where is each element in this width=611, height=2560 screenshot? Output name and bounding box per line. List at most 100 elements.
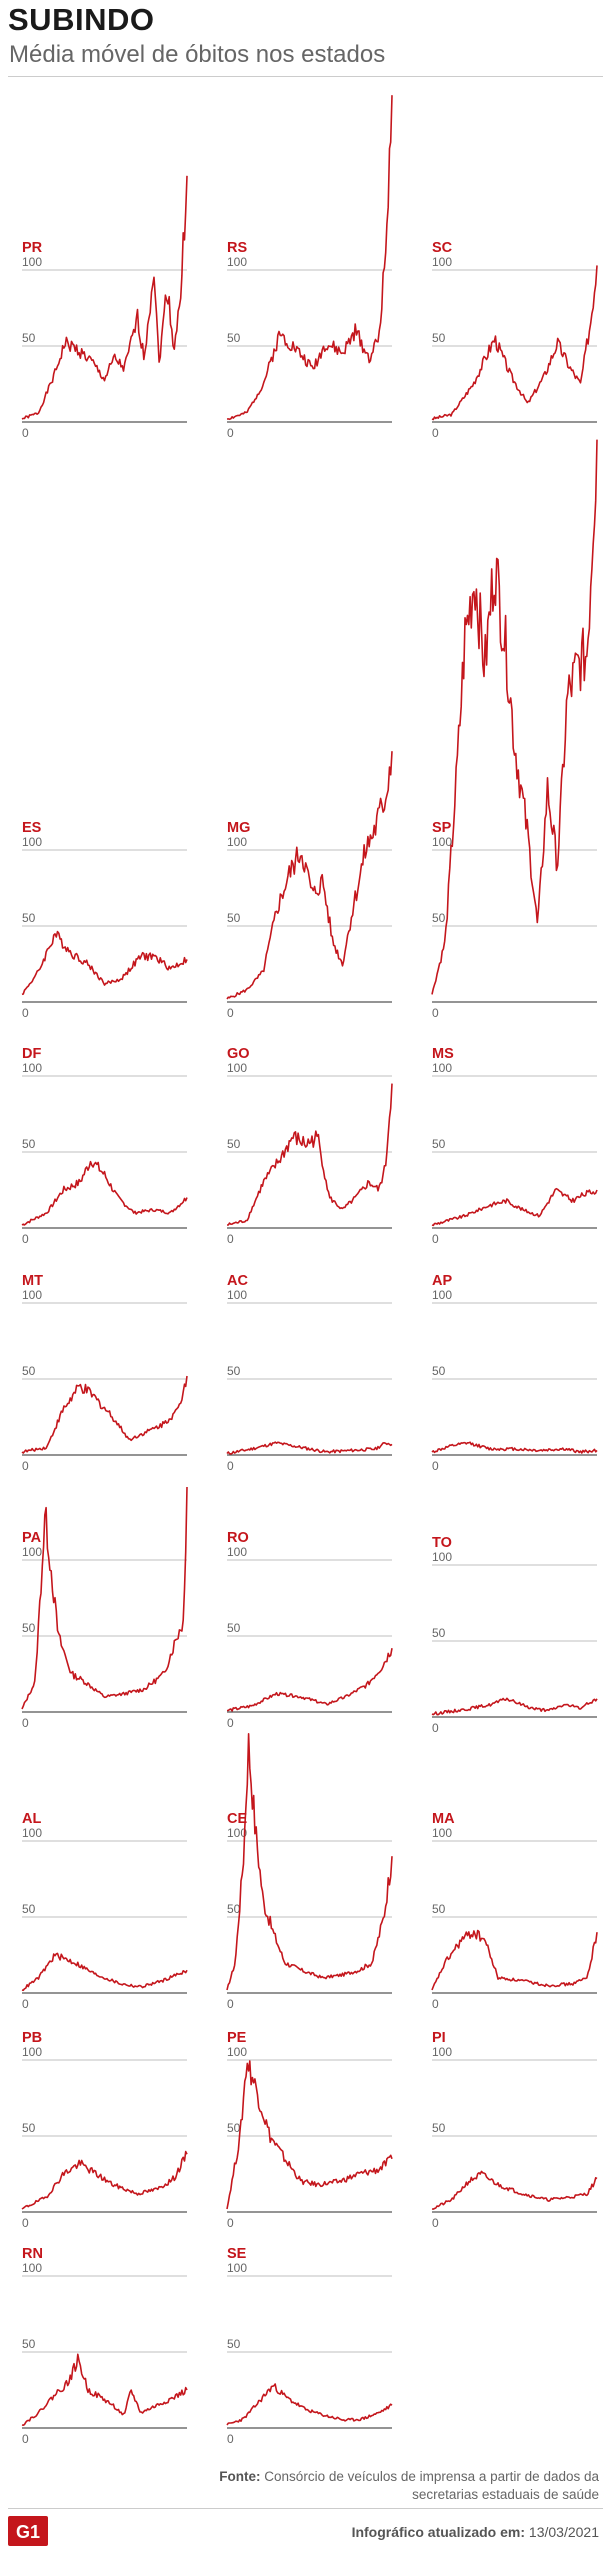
state-label-ce: CE <box>227 1811 247 1827</box>
tick-label-ce-0: 0 <box>227 1997 234 2011</box>
state-label-pb: PB <box>22 2030 42 2046</box>
tick-label-ro-0: 0 <box>227 1716 234 1730</box>
series-line-ap <box>431 1441 598 1454</box>
series-line-rs <box>226 95 393 421</box>
tick-label-ac-100: 100 <box>227 1288 247 1302</box>
tick-label-sp-100: 100 <box>432 835 452 849</box>
tick-label-pb-50: 50 <box>22 2121 36 2135</box>
tick-label-mt-0: 0 <box>22 1459 29 1473</box>
tick-label-pr-100: 100 <box>22 255 42 269</box>
state-label-df: DF <box>22 1046 41 1062</box>
tick-label-rn-100: 100 <box>22 2261 42 2275</box>
tick-label-df-0: 0 <box>22 1232 29 1246</box>
tick-label-pa-50: 50 <box>22 1621 36 1635</box>
tick-label-ms-0: 0 <box>432 1232 439 1246</box>
page-subtitle: Média móvel de óbitos nos estados <box>9 41 386 68</box>
series-line-df <box>21 1160 188 1226</box>
tick-label-df-50: 50 <box>22 1137 36 1151</box>
series-line-al <box>21 1952 188 1992</box>
state-label-pr: PR <box>22 240 43 256</box>
source-label: Fonte: <box>219 2469 261 2484</box>
series-line-go <box>227 1083 393 1226</box>
tick-label-ce-100: 100 <box>227 1826 247 1840</box>
state-label-pa: PA <box>22 1530 42 1546</box>
state-label-sc: SC <box>432 240 453 256</box>
tick-label-pa-0: 0 <box>22 1716 29 1730</box>
tick-label-ap-100: 100 <box>432 1288 452 1302</box>
logo-text: G1 <box>16 2522 40 2542</box>
tick-label-rn-50: 50 <box>22 2337 36 2351</box>
tick-label-go-100: 100 <box>227 1061 247 1075</box>
updated-label: Infográfico atualizado em: <box>351 2524 526 2540</box>
series-line-rn <box>21 2353 188 2426</box>
series-line-pb <box>21 2150 188 2210</box>
series-line-pe <box>226 2060 393 2210</box>
tick-label-sp-0: 0 <box>432 1006 439 1020</box>
state-label-sp: SP <box>432 820 452 836</box>
state-label-ro: RO <box>227 1530 249 1546</box>
tick-label-sc-100: 100 <box>432 255 452 269</box>
series-line-ac <box>226 1441 393 1455</box>
tick-label-to-100: 100 <box>432 1550 452 1564</box>
tick-label-pa-100: 100 <box>22 1545 42 1559</box>
tick-label-al-0: 0 <box>22 1997 29 2011</box>
series-line-to <box>431 1697 598 1716</box>
g1-logo: G1 <box>8 2516 48 2546</box>
tick-label-pe-100: 100 <box>227 2045 247 2059</box>
state-label-es: ES <box>22 820 42 836</box>
series-line-es <box>21 930 188 996</box>
footer-divider <box>8 2508 603 2509</box>
series-line-pa <box>21 1486 188 1710</box>
series-line-ro <box>227 1648 393 1712</box>
state-label-ac: AC <box>227 1273 248 1289</box>
tick-label-sp-50: 50 <box>432 911 446 925</box>
state-label-ap: AP <box>432 1273 452 1289</box>
tick-label-ma-50: 50 <box>432 1902 446 1916</box>
tick-label-ce-50: 50 <box>227 1902 241 1916</box>
tick-label-ms-100: 100 <box>432 1061 452 1075</box>
header-divider <box>8 76 603 77</box>
tick-label-ma-100: 100 <box>432 1826 452 1840</box>
tick-label-ro-50: 50 <box>227 1621 241 1635</box>
tick-label-mg-100: 100 <box>227 835 247 849</box>
updated-note: Infográfico atualizado em: 13/03/2021 <box>352 2524 599 2540</box>
state-label-mg: MG <box>227 820 250 836</box>
tick-label-to-50: 50 <box>432 1626 446 1640</box>
tick-label-ap-0: 0 <box>432 1459 439 1473</box>
tick-label-pe-50: 50 <box>227 2121 241 2135</box>
page-title: SUBINDO <box>8 2 155 37</box>
tick-label-pr-50: 50 <box>22 331 36 345</box>
tick-label-pi-50: 50 <box>432 2121 446 2135</box>
state-label-se: SE <box>227 2246 247 2262</box>
tick-label-sc-0: 0 <box>432 426 439 440</box>
series-line-ms <box>431 1187 598 1227</box>
tick-label-pe-0: 0 <box>227 2216 234 2230</box>
tick-label-es-0: 0 <box>22 1006 29 1020</box>
series-line-mg <box>226 751 393 1000</box>
tick-label-ac-0: 0 <box>227 1459 234 1473</box>
tick-label-se-0: 0 <box>227 2432 234 2446</box>
series-line-se <box>226 2383 393 2426</box>
series-line-sp <box>431 439 598 995</box>
state-label-go: GO <box>227 1046 250 1062</box>
tick-label-pb-100: 100 <box>22 2045 42 2059</box>
tick-label-se-100: 100 <box>227 2261 247 2275</box>
state-label-al: AL <box>22 1811 41 1827</box>
series-line-pr <box>21 175 188 420</box>
tick-label-pi-100: 100 <box>432 2045 452 2059</box>
